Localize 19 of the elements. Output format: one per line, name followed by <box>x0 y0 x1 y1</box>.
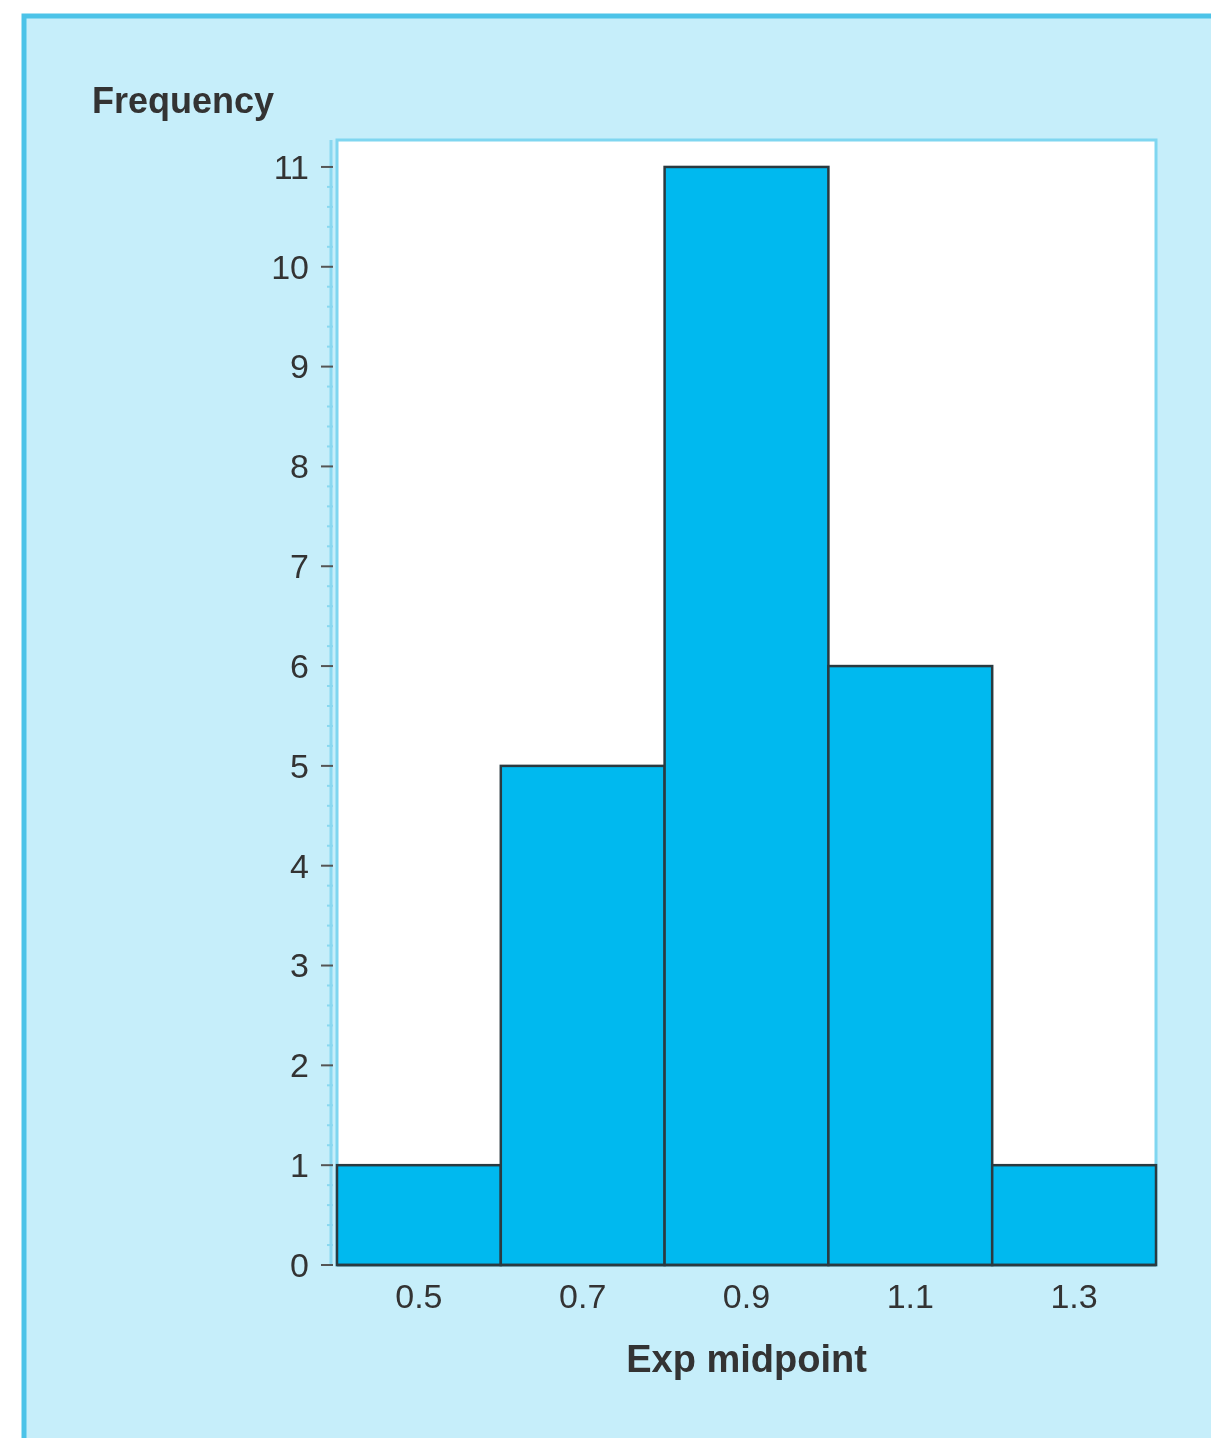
y-tick-label: 9 <box>290 347 309 386</box>
x-tick-label: 1.1 <box>886 1277 934 1315</box>
y-tick-label: 1 <box>290 1146 309 1185</box>
y-tick-label: 0 <box>290 1245 309 1284</box>
x-tick-label: 0.5 <box>395 1277 443 1315</box>
y-tick-label: 6 <box>290 646 309 685</box>
y-tick-label: 5 <box>290 746 309 785</box>
y-tick-label: 2 <box>290 1046 309 1085</box>
x-tick-label: 0.7 <box>559 1277 607 1315</box>
y-tick-label: 10 <box>271 247 309 286</box>
y-tick-label: 4 <box>290 846 309 885</box>
y-tick-label: 7 <box>290 547 309 586</box>
y-tick-label: 3 <box>290 946 309 985</box>
y-tick-label: 11 <box>273 147 309 186</box>
x-tick-label: 0.9 <box>722 1277 771 1315</box>
x-axis-title: Exp midpoint <box>626 1338 868 1380</box>
y-axis-title: Frequency <box>92 80 275 121</box>
x-tick-label: 1.3 <box>1050 1277 1098 1315</box>
y-tick-label: 8 <box>290 447 309 486</box>
